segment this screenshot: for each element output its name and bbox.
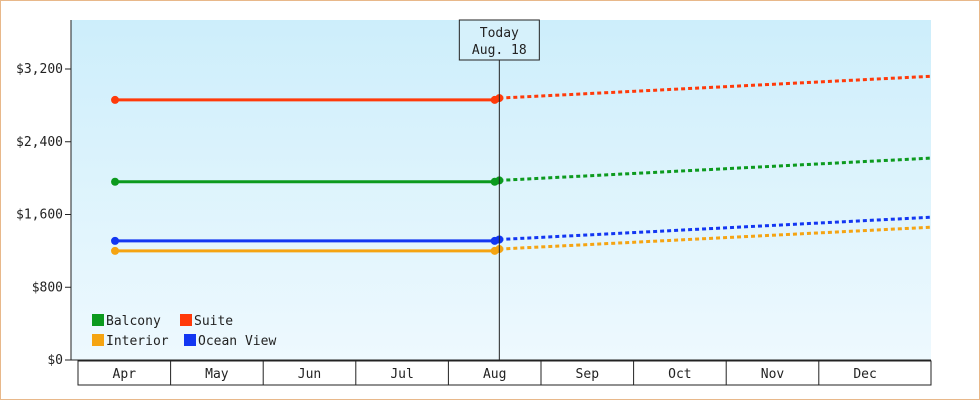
- today-label-box: [458, 19, 540, 61]
- series-projection-balcony: [499, 156, 932, 182]
- legend-swatch-interior: [92, 334, 104, 346]
- legend-swatch-balcony: [92, 314, 104, 326]
- legend-label-interior: Interior: [106, 334, 169, 349]
- x-tick-label: Apr: [113, 367, 137, 382]
- legend-label-ocean-view: Ocean View: [198, 334, 276, 349]
- data-point-suite: [111, 95, 120, 104]
- y-tick-label: $2,400: [16, 135, 63, 150]
- month-band: [77, 360, 932, 386]
- today-label: Today: [480, 26, 519, 41]
- y-tick-label: $3,200: [16, 62, 63, 77]
- y-tick-label: $0: [47, 353, 63, 368]
- legend-label-balcony: Balcony: [106, 314, 161, 329]
- x-tick-label: Oct: [668, 367, 691, 382]
- x-tick-label: Jun: [298, 367, 321, 382]
- series-projection-suite: [499, 74, 932, 100]
- series-line-ocean-view: [115, 238, 500, 243]
- today-date: Aug. 18: [472, 43, 527, 58]
- series-line-balcony: [115, 178, 500, 184]
- plot-background: [71, 20, 931, 360]
- series-projection-ocean-view: [499, 215, 932, 242]
- x-tick-label: May: [205, 367, 229, 382]
- x-tick-label: Aug: [483, 367, 506, 382]
- x-tick-label: Dec: [853, 367, 876, 382]
- y-tick-label: $800: [32, 280, 63, 295]
- x-tick-label: Jul: [390, 367, 413, 382]
- data-point-balcony: [111, 177, 120, 186]
- x-tick-label: Nov: [761, 367, 785, 382]
- legend-swatch-ocean-view: [184, 334, 196, 346]
- legend-label-suite: Suite: [194, 314, 233, 329]
- legend-swatch-suite: [180, 314, 192, 326]
- data-point-ocean-view: [111, 236, 120, 245]
- x-tick-label: Sep: [576, 367, 600, 382]
- data-point-interior: [111, 246, 120, 255]
- y-tick-label: $1,600: [16, 208, 63, 223]
- series-projection-interior: [499, 225, 932, 251]
